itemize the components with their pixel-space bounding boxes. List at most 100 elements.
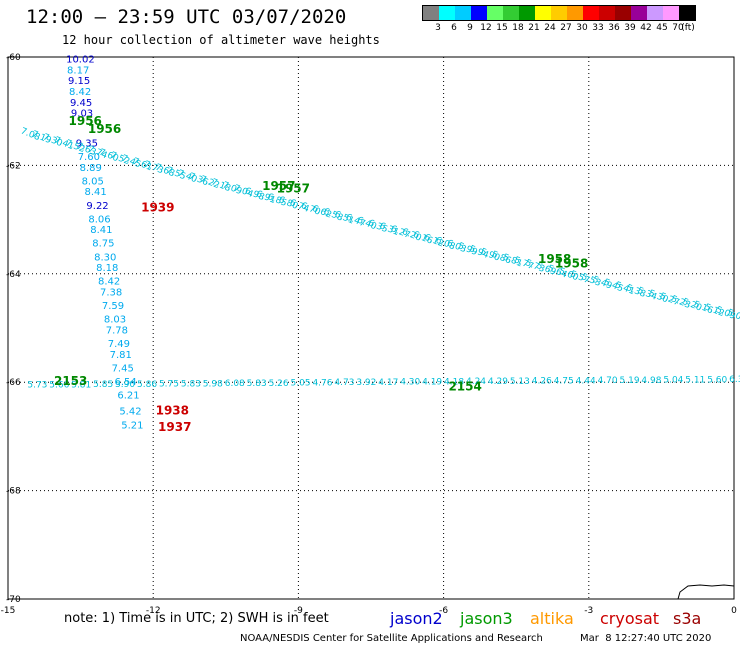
pass-time-label: 1939 [141, 200, 174, 214]
pass-time-label: 1958 [538, 252, 571, 266]
swh-value: 8.05 [82, 176, 104, 187]
swh-value: 5.11 [685, 376, 705, 386]
swh-value: 5.42 [119, 407, 141, 418]
pass-time-label: 2153 [54, 374, 87, 388]
swh-value: 5.26 [269, 379, 289, 389]
swh-value: 5.05 [726, 308, 740, 325]
swh-value: 8.03 [104, 315, 126, 326]
swh-value: 5.19 [620, 376, 640, 386]
swh-value: 9.35 [76, 138, 98, 149]
swh-value: 4.98 [641, 376, 661, 386]
coastline [677, 584, 735, 600]
swh-value: 5.13 [510, 377, 530, 387]
wave-height-legend: 3 6 9 12 15 18 21 24 27 30 33 36 39 42 45 70 (ft) [422, 5, 696, 33]
swh-value: 6.3 [729, 375, 740, 385]
pass-time-label: 2154 [448, 379, 481, 393]
swh-value: 5.85 [93, 380, 113, 390]
swh-value: 4.26 [532, 377, 552, 387]
swh-value: 5.83 [247, 379, 267, 389]
legend-swatch [583, 6, 599, 20]
legend-swatch [535, 6, 551, 20]
legend-label: 15 [496, 23, 508, 33]
swh-value: 8.06 [88, 214, 110, 225]
x-tick-label: -12 [146, 606, 161, 616]
legend-label: 27 [560, 23, 572, 33]
swh-value: 4.18 [444, 377, 464, 387]
swh-value: 4.24 [466, 377, 486, 387]
swh-value: 5.86 [137, 380, 157, 390]
swh-value: 5.60 [707, 375, 727, 385]
legend-swatch [631, 6, 647, 20]
legend-label: 18 [512, 23, 524, 33]
swh-value: 8.18 [96, 263, 118, 274]
generated-timestamp: Mar 8 12:27:40 UTC 2020 [580, 633, 712, 644]
legend-label: 6 [451, 23, 457, 33]
swh-value: 6.08 [225, 379, 245, 389]
axis-ticks: -15 -12 -9 -6 -3 0 -60 -62 -64 -66 -68 -70 [1, 53, 737, 616]
swh-value: 5.81 [71, 380, 91, 390]
swh-value: 5.98 [203, 379, 223, 389]
pass-time-label: 1938 [156, 404, 189, 418]
legend-swatch [503, 6, 519, 20]
swh-value: 5.66 [49, 380, 69, 390]
swh-value: 8.42 [69, 87, 91, 98]
swh-value: 5.21 [121, 420, 143, 431]
pass-time-label: 1957 [262, 179, 295, 193]
swh-value: 7.38 [100, 287, 122, 298]
map-grid [8, 57, 734, 599]
map-border [7, 56, 735, 600]
swh-value: 4.73 [334, 378, 354, 388]
credit-line: NOAA/NESDIS Center for Satellite Applica… [240, 633, 543, 644]
swh-value: 5.73 [27, 381, 47, 391]
antarctic-coastline [677, 584, 735, 600]
legend-swatch [439, 6, 455, 20]
legend-swatch [679, 6, 695, 20]
swh-value: 9.15 [68, 76, 90, 87]
legend-swatch [599, 6, 615, 20]
swh-value: 7.59 [102, 301, 124, 312]
swh-value: 6.21 [117, 390, 139, 401]
swh-value: 7.60 [78, 152, 100, 163]
satellite-jason2-label: jason2 [390, 609, 443, 628]
swh-value: 4.70 [598, 376, 618, 386]
legend-label: (ft) [681, 23, 695, 33]
swh-value: 4.30 [400, 378, 420, 388]
legend-label: 30 [576, 23, 588, 33]
legend-swatch [471, 6, 487, 20]
legend-label: 24 [544, 23, 556, 33]
legend-swatch [615, 6, 631, 20]
swh-value: 8.17 [67, 65, 89, 76]
swh-value: 8.41 [90, 225, 112, 236]
pass-time-label: 1956 [88, 122, 121, 136]
legend-label: 9 [467, 23, 473, 33]
swh-value: 8.89 [80, 163, 102, 174]
swh-value: 8.42 [98, 277, 120, 288]
swh-value: 4.19 [422, 378, 442, 388]
legend-swatch [551, 6, 567, 20]
map-subtitle: 12 hour collection of altimeter wave hei… [62, 33, 380, 47]
swh-value: 3.92 [356, 378, 376, 388]
swh-value: 4.17 [378, 378, 398, 388]
legend-swatch [663, 6, 679, 20]
swh-value: 9.22 [86, 201, 108, 212]
footnote: note: 1) Time is in UTC; 2) SWH is in fe… [64, 611, 329, 626]
pass-time-label: 1937 [158, 420, 191, 434]
swh-value: 7.78 [106, 325, 128, 336]
legend-labels: 3 6 9 12 15 18 21 24 27 30 33 36 39 42 45 70 (ft) [422, 21, 696, 33]
satellite-jason3-label: jason3 [460, 609, 513, 628]
swh-value: 4.44 [576, 376, 596, 386]
x-tick-label: -15 [1, 606, 16, 616]
x-tick-label: 0 [731, 606, 737, 616]
pass-time-label: 1956 [69, 114, 102, 128]
x-tick-label: -9 [294, 606, 303, 616]
swh-value: 7.45 [112, 363, 134, 374]
swh-value: 9.45 [70, 98, 92, 109]
swh-value: 8.30 [94, 252, 116, 263]
legend-label: 33 [592, 23, 604, 33]
swh-value: 4.76 [312, 378, 332, 388]
legend-swatch [423, 6, 439, 20]
map-frame [7, 56, 735, 600]
swh-value: 8.75 [92, 239, 114, 250]
